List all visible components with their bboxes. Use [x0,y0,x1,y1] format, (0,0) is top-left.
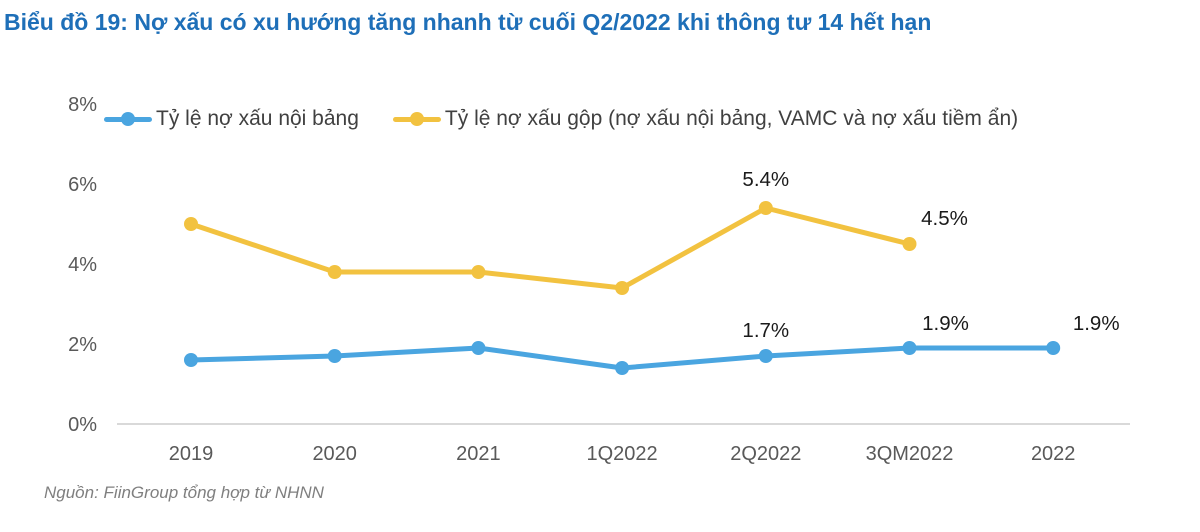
legend-label: Tỷ lệ nợ xấu nội bảng [156,107,359,130]
y-axis-tick-label: 8% [68,94,97,116]
data-label: 1.9% [922,312,969,335]
legend-item-npl-gross: Tỷ lệ nợ xấu gộp (nợ xấu nội bảng, VAMC … [392,107,1019,131]
chart-title: Biểu đồ 19: Nợ xấu có xu hướng tăng nhan… [4,9,932,35]
x-axis-label: 3QM2022 [866,443,954,465]
series-line-gop [188,205,912,291]
data-point-gop [184,217,198,231]
source-note: Nguồn: FiinGroup tổng hợp từ NHNN [44,483,324,502]
data-label: 4.5% [921,207,968,230]
y-axis-tick-label: 2% [68,334,97,356]
data-point-gop [471,265,486,279]
y-axis-tick-label: 0% [68,414,97,436]
legend-line-dot-icon-yellow [392,112,441,126]
data-point-noi-bang [615,361,630,375]
data-point-noi-bang [1046,341,1061,355]
x-axis-label: 2020 [312,443,357,465]
x-axis-label: 2Q2022 [730,443,801,465]
y-axis-tick-label: 4% [68,254,97,276]
y-axis-tick-label: 6% [68,174,97,196]
data-label: 1.9% [1073,312,1120,335]
data-point-noi-bang [471,341,486,355]
data-label: 1.7% [742,319,789,342]
data-label: 5.4% [742,168,789,191]
data-point-noi-bang [902,341,917,355]
x-axis-label: 2021 [456,443,501,465]
x-axis-label: 2019 [169,443,214,465]
legend-label: Tỷ lệ nợ xấu gộp (nợ xấu nội bảng, VAMC … [444,107,1019,130]
series-line-noi-bang [188,345,1056,371]
legend: Tỷ lệ nợ xấu nội bảng Tỷ lệ nợ xấu gộp (… [104,107,1018,131]
data-point-gop [758,201,773,215]
data-point-noi-bang [327,349,342,363]
x-axis-label: 2022 [1031,443,1076,465]
legend-line-dot-icon-blue [104,112,152,126]
data-point-gop [615,281,630,295]
data-point-gop [902,237,917,251]
data-point-noi-bang [758,349,773,363]
legend-item-npl-on-balance: Tỷ lệ nợ xấu nội bảng [104,107,359,131]
data-point-noi-bang [184,353,198,367]
x-axis-label: 1Q2022 [587,443,658,465]
data-point-gop [327,265,342,279]
